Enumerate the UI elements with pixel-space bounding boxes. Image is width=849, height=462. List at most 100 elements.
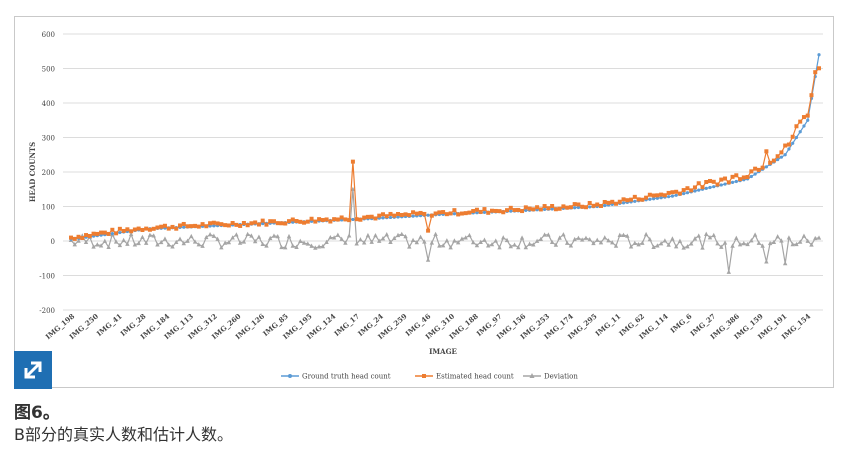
estimated-point (775, 154, 780, 159)
deviation-point (647, 236, 653, 242)
deviation-point (279, 244, 284, 250)
estimated-point (305, 219, 310, 224)
estimated-point (486, 210, 491, 215)
deviation-point (301, 240, 307, 245)
estimated-point (478, 209, 483, 214)
deviation-point (613, 243, 619, 248)
estimated-point (670, 190, 675, 195)
ground-truth-point (452, 212, 456, 216)
deviation-point (523, 245, 529, 250)
deviation-point (286, 233, 292, 239)
estimated-point (193, 223, 198, 228)
deviation-point (572, 236, 577, 242)
estimated-point (531, 207, 536, 212)
deviation-point (373, 232, 378, 238)
figure-description: B部分的真实人数和估计人数。 (14, 425, 233, 444)
ground-truth-point (182, 225, 186, 229)
deviation-point (241, 239, 247, 244)
deviation-point (392, 235, 397, 241)
deviation-point (719, 244, 724, 249)
estimated-point (204, 224, 209, 229)
estimated-point (114, 231, 119, 236)
estimated-point (76, 234, 81, 239)
estimated-point (396, 212, 401, 217)
deviation-point (335, 232, 341, 237)
ground-truth-point (573, 206, 577, 210)
deviation-point (369, 239, 374, 244)
deviation-point (486, 243, 491, 248)
deviation-point (298, 238, 303, 243)
deviation-point (673, 244, 679, 249)
deviation-point (711, 232, 716, 238)
estimated-point (452, 208, 457, 213)
deviation-point (249, 233, 254, 238)
deviation-point (328, 234, 333, 240)
estimated-point (798, 119, 803, 124)
deviation-point (752, 232, 758, 237)
estimated-point (178, 223, 183, 228)
estimated-point (768, 160, 773, 165)
ground-truth-point (794, 135, 799, 140)
ground-truth-point (719, 183, 723, 187)
deviation-point (136, 240, 141, 246)
ground-truth-point (802, 124, 806, 128)
deviation-point (549, 239, 555, 245)
estimated-point (365, 214, 370, 219)
estimated-point (377, 213, 382, 218)
chart-frame: -200 -100 0 100 200 300 400 500 600 HEAD COUNTS IM… (14, 16, 834, 388)
estimated-point (253, 220, 258, 225)
estimated-point (422, 211, 427, 216)
deviation-point (343, 240, 348, 245)
deviation-point (602, 235, 607, 240)
deviation-point (117, 242, 123, 248)
estimated-point (576, 202, 581, 207)
ground-truth-point (118, 230, 122, 235)
estimated-point (335, 217, 340, 222)
y-tick-label: 400 (42, 100, 55, 108)
estimated-point (99, 230, 104, 235)
estimated-point (711, 179, 716, 184)
estimated-point (771, 158, 776, 163)
estimated-point (644, 195, 649, 200)
deviation-point (696, 233, 701, 238)
estimated-point (625, 198, 630, 203)
deviation-point (771, 239, 777, 245)
deviation-point (200, 243, 205, 248)
deviation-point (444, 238, 450, 243)
estimated-point (542, 204, 547, 209)
estimated-point (343, 217, 348, 222)
deviation-point (237, 240, 243, 245)
estimated-point (760, 165, 765, 170)
estimated-point (264, 222, 269, 227)
estimated-point (298, 219, 303, 224)
deviation-point (741, 240, 747, 246)
estimated-point (730, 174, 735, 179)
deviation-point (275, 233, 280, 239)
estimated-point (132, 227, 137, 232)
estimated-point (520, 209, 525, 214)
deviation-point (113, 239, 119, 244)
deviation-point (805, 238, 810, 243)
expand-button[interactable] (14, 351, 52, 389)
deviation-point (643, 231, 649, 237)
deviation-point (181, 240, 186, 246)
deviation-point (813, 235, 818, 241)
estimated-point (283, 221, 288, 226)
estimated-point (700, 185, 705, 190)
estimated-point (136, 226, 141, 231)
deviation-point (234, 232, 239, 237)
x-tick-label: IMG_17 (332, 312, 361, 338)
estimated-point (117, 226, 122, 231)
deviation-point (677, 238, 683, 243)
estimated-point (260, 218, 265, 223)
ground-truth-point (261, 221, 265, 226)
ground-truth-point (791, 141, 795, 145)
estimated-point (87, 234, 92, 239)
ground-truth-point (776, 157, 780, 162)
deviation-point (215, 236, 220, 241)
deviation-point (125, 241, 130, 246)
estimated-point (497, 209, 502, 214)
estimated-point (565, 205, 570, 210)
estimated-point (384, 214, 389, 219)
deviation-point (794, 241, 799, 247)
